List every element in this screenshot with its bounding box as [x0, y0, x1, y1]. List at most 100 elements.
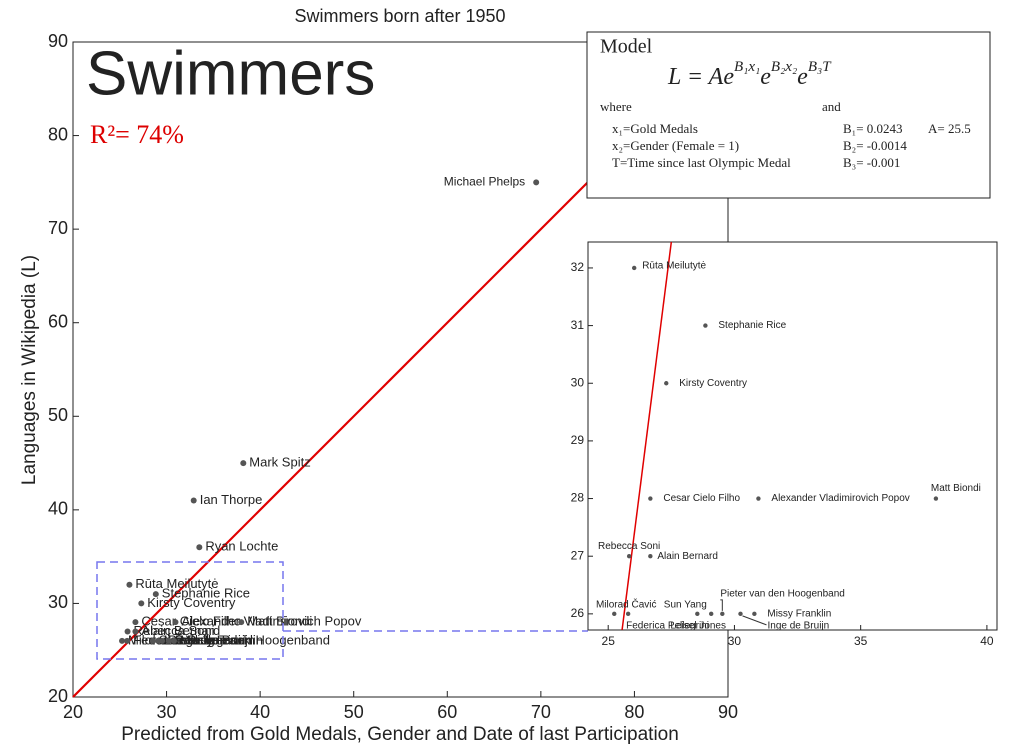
y-tick-label: 80	[48, 124, 68, 144]
inset-y-tick-label: 31	[571, 318, 585, 332]
model-variable: x₁=Gold Medals	[612, 121, 698, 136]
point	[154, 637, 161, 644]
y-tick-label: 60	[48, 311, 68, 331]
inset-point	[933, 496, 939, 501]
inset-point-label: Rūta Meilutytė	[642, 261, 706, 272]
point	[126, 581, 133, 588]
inset-y-tick-label: 26	[571, 606, 585, 620]
inset-point	[664, 381, 669, 386]
y-tick-label: 50	[48, 405, 68, 425]
model-coefficient: B₂= -0.0014	[843, 138, 907, 153]
point	[132, 628, 139, 635]
x-tick-label: 90	[718, 702, 738, 722]
eq-part: B₂x₂	[771, 59, 797, 75]
inset-y-tick-label: 32	[571, 260, 585, 274]
chart-title: Swimmers born after 1950	[294, 6, 505, 26]
inset-x-tick-label: 40	[980, 634, 994, 648]
point-label: Alain Bernard	[141, 623, 220, 638]
model-variable: T=Time since last Olympic Medal	[612, 155, 791, 170]
inset-y-tick-label: 29	[571, 433, 585, 447]
point	[172, 619, 179, 626]
point-label: Missy Franklin	[180, 632, 263, 647]
inset-y-tick-label: 30	[571, 375, 585, 389]
point-label: Alexander Vladimirovich Popov	[181, 614, 361, 629]
inset-point-label: Matt Biondi	[931, 483, 981, 494]
inset-plot: 25 30 35 40 26 27 28 29 30 31 32 Rūta Meilutytė Step…	[571, 241, 994, 648]
r-squared: R²= 74%	[90, 120, 184, 149]
inset-point	[695, 611, 700, 617]
heading: Swimmers	[86, 39, 375, 108]
point	[124, 628, 131, 635]
inset-point	[632, 265, 637, 271]
inset-point-label: Missy Franklin	[767, 608, 831, 619]
inset-point-label: Inge de Bruijn	[767, 620, 829, 631]
inset-point-label: Alain Bernard	[657, 551, 718, 562]
point	[165, 637, 172, 644]
point	[132, 619, 139, 626]
model-box	[586, 31, 991, 199]
inset-point	[648, 554, 653, 559]
inset-point-label: Rebecca Soni	[598, 541, 660, 552]
inset-point	[625, 611, 631, 617]
inset-point-label: Leisel Jones	[670, 620, 726, 631]
eq-part: B₃T	[808, 59, 832, 75]
inset-point	[612, 611, 617, 617]
inset-x-tick-label: 35	[854, 634, 868, 648]
model-variable: x₂=Gender (Female = 1)	[612, 138, 739, 153]
x-tick-label: 60	[437, 702, 457, 722]
inset-point-label: Alexander Vladimirovich Popov	[771, 493, 909, 504]
inset-y-tick-label: 27	[571, 548, 585, 562]
eq-part: e	[760, 64, 771, 90]
point-label: Leisel Jones	[164, 632, 237, 647]
inset-point	[738, 611, 743, 617]
inset-point	[703, 323, 708, 328]
inset-fit-line	[621, 241, 673, 631]
x-tick-label: 50	[344, 702, 364, 722]
point	[159, 637, 166, 644]
point-label: Ryan Lochte	[205, 539, 278, 554]
inset-point-label: Milorad Čavić	[596, 597, 657, 610]
inset-point	[752, 611, 757, 617]
model-title: Model	[600, 36, 653, 58]
inset-y-tick-label: 28	[571, 491, 585, 505]
inset-point-label: Cesar Cielo Filho	[663, 493, 740, 504]
inset-point	[756, 496, 761, 501]
y-axis-label: Languages in Wikipedia (L)	[19, 255, 40, 485]
point-label: Rūta Meilutytė	[135, 576, 218, 591]
y-tick-label: 20	[48, 686, 68, 706]
y-tick-label: 30	[48, 592, 68, 612]
inset-point	[626, 554, 632, 559]
point-label: Mark Spitz	[249, 455, 310, 470]
inset-x-tick-label: 30	[728, 634, 742, 648]
point	[238, 619, 245, 626]
point-label: Kirsty Coventry	[147, 595, 236, 610]
inset-point-label: Pieter van den Hoogenband	[720, 588, 845, 599]
inset-point	[648, 496, 653, 501]
inset-x-tick-label: 25	[602, 634, 616, 648]
model-and: and	[822, 99, 841, 114]
x-tick-label: 70	[531, 702, 551, 722]
point-label: Stephanie Rice	[162, 586, 250, 601]
inset-point-label: Stephanie Rice	[718, 320, 786, 331]
point-label: Ian Thorpe	[200, 492, 263, 507]
model-where: where	[600, 99, 632, 114]
inset-point	[709, 611, 714, 617]
point-label: Inge de Bruijn	[175, 632, 255, 647]
x-tick-label: 20	[63, 702, 83, 722]
eq-part: e	[797, 64, 808, 90]
eq-part: L = Ae	[667, 64, 734, 90]
point	[152, 591, 159, 598]
point	[190, 497, 197, 504]
point-label: Cesar Cielo Filho	[141, 614, 241, 629]
point	[240, 460, 247, 467]
point-label: Matt Biondi	[247, 614, 312, 629]
inset-point-label: Kirsty Coventry	[679, 378, 747, 389]
leader-line	[742, 615, 767, 626]
model-coefficient: B₃= -0.001	[843, 155, 900, 170]
model-coefficient: B₁= 0.0243	[843, 121, 903, 136]
point	[533, 179, 540, 186]
point-label: Federica Pellegrini	[133, 632, 241, 647]
point	[196, 544, 203, 551]
x-tick-label: 40	[250, 702, 270, 722]
